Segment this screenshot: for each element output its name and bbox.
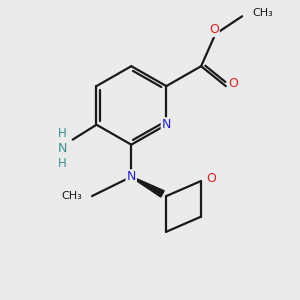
Text: CH₃: CH₃ [61,191,82,201]
Text: N: N [162,118,171,131]
Text: H: H [58,127,67,140]
Text: O: O [228,76,238,90]
Text: H: H [58,157,67,170]
Text: O: O [206,172,216,185]
Text: O: O [209,23,219,36]
Text: N: N [127,170,136,183]
Text: N: N [58,142,67,155]
Text: CH₃: CH₃ [253,8,273,18]
Polygon shape [136,178,164,197]
